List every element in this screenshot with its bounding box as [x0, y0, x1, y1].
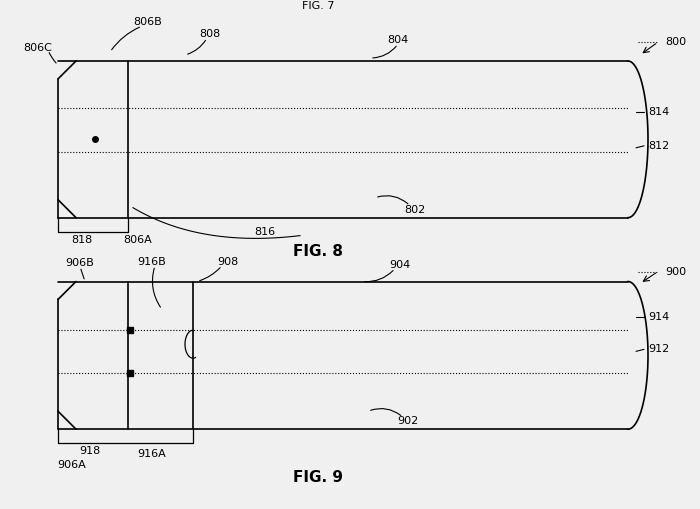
Text: 818: 818 — [71, 235, 92, 245]
Text: 914: 914 — [648, 313, 669, 322]
Text: 812: 812 — [648, 141, 669, 151]
Text: 916B: 916B — [138, 257, 167, 267]
Text: 906A: 906A — [57, 460, 86, 470]
Text: 804: 804 — [387, 35, 409, 45]
Text: 806C: 806C — [24, 43, 52, 53]
Text: 904: 904 — [389, 260, 411, 270]
Text: 802: 802 — [405, 205, 426, 215]
Text: 806B: 806B — [134, 17, 162, 27]
Text: FIG. 7: FIG. 7 — [302, 1, 335, 11]
Text: 916A: 916A — [138, 449, 167, 459]
Text: 908: 908 — [218, 257, 239, 267]
Text: FIG. 8: FIG. 8 — [293, 244, 343, 259]
Text: 814: 814 — [648, 107, 669, 117]
Text: 902: 902 — [398, 416, 419, 426]
Text: 800: 800 — [665, 37, 686, 47]
Text: 808: 808 — [199, 29, 220, 39]
Text: 906B: 906B — [66, 258, 94, 268]
Text: 900: 900 — [665, 267, 686, 276]
Text: FIG. 9: FIG. 9 — [293, 470, 343, 485]
Text: 816: 816 — [254, 227, 276, 237]
Text: 806A: 806A — [124, 235, 153, 245]
Text: 912: 912 — [648, 345, 669, 354]
Text: 918: 918 — [79, 446, 101, 456]
